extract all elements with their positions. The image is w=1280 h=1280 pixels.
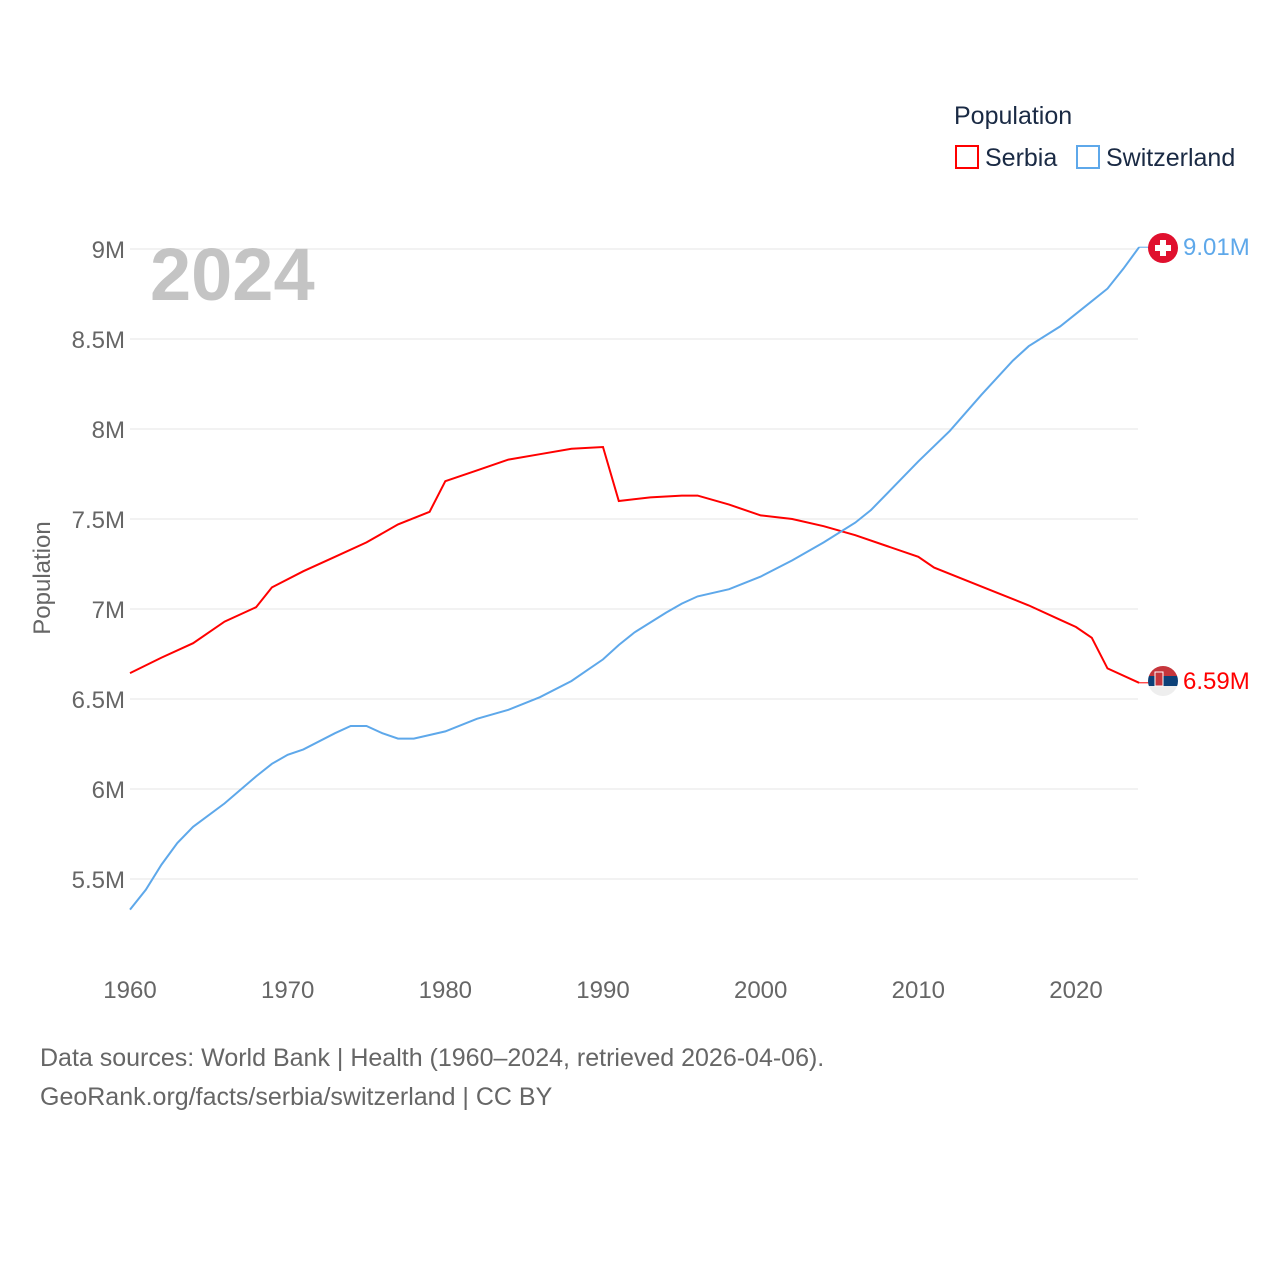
y-tick-label: 9M (92, 237, 125, 264)
legend: Population Serbia Switzerland (954, 102, 1235, 172)
x-tick-label: 1970 (261, 977, 314, 1004)
series-line-serbia (129, 445, 1140, 684)
x-tick-label: 2020 (1049, 977, 1102, 1004)
x-tick-label: 2000 (734, 977, 787, 1004)
y-tick-label: 8.5M (72, 327, 125, 354)
y-tick-label: 8M (92, 417, 125, 444)
legend-swatch-serbia[interactable] (955, 145, 979, 169)
y-tick-label: 7M (92, 597, 125, 624)
x-tick-label: 1990 (576, 977, 629, 1004)
switzerland-flag-icon (1148, 233, 1178, 263)
y-tick-label: 7.5M (72, 507, 125, 534)
year-label: 2024 (150, 233, 315, 316)
end-label-serbia: 6.59M (1183, 668, 1250, 695)
legend-label-switzerland[interactable]: Switzerland (1106, 144, 1235, 172)
x-tick-label: 1980 (419, 977, 472, 1004)
end-label-switzerland: 9.01M (1183, 234, 1250, 261)
y-axis-label: Population (29, 521, 56, 634)
y-tick-label: 6.5M (72, 687, 125, 714)
legend-label-serbia[interactable]: Serbia (985, 144, 1057, 172)
legend-title: Population (954, 102, 1072, 130)
footer-sources: Data sources: World Bank | Health (1960–… (40, 1044, 825, 1072)
serbia-flag-icon (1148, 666, 1178, 696)
series-line-switzerland (129, 246, 1140, 911)
x-tick-label: 1960 (103, 977, 156, 1004)
footer-link[interactable]: GeoRank.org/facts/serbia/switzerland | C… (40, 1083, 553, 1111)
y-tick-label: 5.5M (72, 867, 125, 894)
x-tick-label: 2010 (892, 977, 945, 1004)
y-tick-label: 6M (92, 777, 125, 804)
legend-swatch-switzerland[interactable] (1076, 145, 1100, 169)
